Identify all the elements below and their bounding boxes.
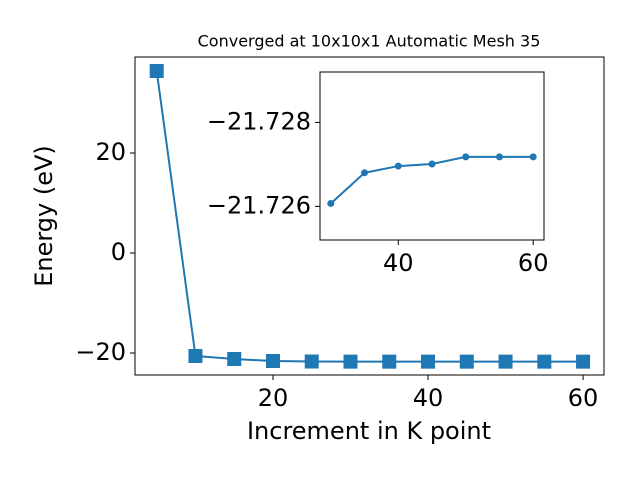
y-tick-label: −21.728: [207, 107, 311, 135]
chart-title: Converged at 10x10x1 Automatic Mesh 35: [198, 32, 541, 51]
marker: [421, 354, 436, 369]
y-tick-label: 20: [95, 138, 126, 166]
marker: [462, 153, 470, 161]
marker: [327, 199, 335, 207]
marker: [498, 354, 513, 369]
marker: [495, 153, 503, 161]
marker: [265, 354, 280, 368]
marker: [227, 352, 242, 366]
y-axis-label: Energy (eV): [30, 145, 58, 287]
y-tick-label: −20: [75, 338, 126, 366]
marker: [529, 153, 537, 161]
x-tick-label: 60: [568, 384, 599, 412]
marker: [304, 354, 319, 369]
marker: [394, 162, 402, 170]
marker: [343, 354, 358, 369]
y-tick-label: 0: [111, 238, 126, 266]
x-tick-label: 40: [383, 249, 414, 277]
x-tick-label: 20: [258, 384, 289, 412]
marker: [576, 354, 591, 369]
marker: [428, 160, 436, 168]
marker: [459, 354, 474, 369]
x-tick-label: 60: [518, 249, 549, 277]
marker: [537, 354, 552, 369]
x-tick-label: 40: [413, 384, 444, 412]
x-axis-label: Increment in K point: [247, 417, 491, 445]
y-tick-label: −21.726: [207, 191, 311, 219]
marker: [188, 349, 203, 363]
marker: [149, 64, 164, 78]
marker: [361, 169, 369, 177]
marker: [382, 354, 397, 369]
